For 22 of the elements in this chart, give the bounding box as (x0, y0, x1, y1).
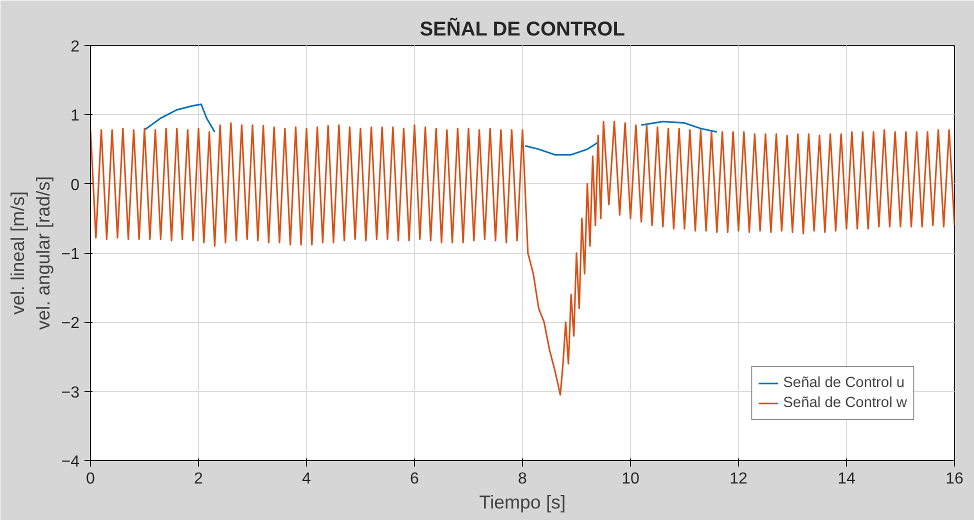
x-tick-label: 0 (86, 470, 96, 488)
line-series (90, 120, 954, 396)
y-tick-label: −4 (61, 454, 80, 470)
x-tick-label: 14 (838, 470, 856, 488)
y-tick-label: −3 (61, 384, 80, 402)
x-tick-label: 2 (194, 470, 204, 488)
legend-label: Señal de Control w (783, 395, 907, 411)
x-tick-label: 4 (302, 470, 312, 488)
y-tick-label: 0 (70, 176, 80, 194)
y-tick-label: −2 (61, 315, 80, 332)
x-tick-label: 12 (730, 470, 748, 488)
legend-label: Señal de Control u (783, 375, 905, 391)
x-tick-label: 6 (410, 470, 420, 488)
y-tick-label: −1 (61, 246, 80, 263)
chart-title: SEÑAL DE CONTROL (420, 18, 625, 40)
x-tick-label: 16 (946, 470, 964, 488)
y-axis-title: vel. lineal [m/s] vel. angular [rad/s] (7, 176, 54, 330)
x-tick-label: 8 (518, 470, 528, 488)
x-axis-title: Tiempo [s] (479, 492, 566, 512)
y-tick-label: 1 (70, 108, 80, 125)
x-tick-label: 10 (622, 470, 640, 488)
y-tick-label: 2 (70, 38, 80, 56)
